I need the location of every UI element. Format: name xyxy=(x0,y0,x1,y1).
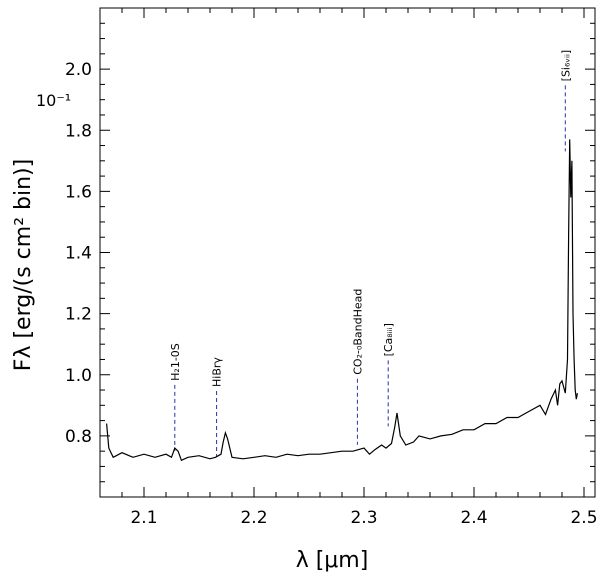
axis-ticks xyxy=(99,7,595,498)
series-group xyxy=(106,139,578,462)
plot-frame xyxy=(99,7,596,498)
x-tick-label: 2.4 xyxy=(460,508,487,528)
x-axis-title: λ [μm] xyxy=(296,548,369,573)
y-tick-label: 1.2 xyxy=(65,305,92,325)
spectrum-line xyxy=(106,139,578,462)
y-tick-label: 1.4 xyxy=(65,244,92,264)
y-tick-label: 0.8 xyxy=(65,427,92,447)
y-exponent-label: 10⁻¹ xyxy=(36,91,71,110)
y-tick-label: 2.0 xyxy=(65,60,92,80)
y-axis-title: Fλ [erg/(s cm² bin)] xyxy=(11,159,36,371)
x-tick-labels: 2.1 2.2 2.3 2.4 2.5 xyxy=(130,508,597,528)
annotation-label: HiBrγ xyxy=(211,357,224,387)
annotation-label: CO₂-₀BandHead xyxy=(351,289,364,375)
line-annotations: H₂1-0S HiBrγ CO₂-₀BandHead [Ca₈ᵢᵢᵢ] [Si₆ᵥᵢᵢ] xyxy=(169,50,572,457)
x-tick-label: 2.3 xyxy=(350,508,377,528)
x-tick-label: 2.2 xyxy=(240,508,267,528)
y-tick-label: 1.8 xyxy=(65,121,92,141)
y-tick-labels: 0.8 1.0 1.2 1.4 1.6 1.8 2.0 xyxy=(65,60,92,447)
x-tick-label: 2.5 xyxy=(570,508,597,528)
annotation-label: H₂1-0S xyxy=(169,343,182,381)
y-tick-label: 1.0 xyxy=(65,366,92,386)
annotation-label: [Si₆ᵥᵢᵢ] xyxy=(559,50,572,82)
y-tick-label: 1.6 xyxy=(65,182,92,202)
annotation-label: [Ca₈ᵢᵢᵢ] xyxy=(382,323,395,356)
x-tick-label: 2.1 xyxy=(130,508,157,528)
plot-border xyxy=(99,7,596,498)
